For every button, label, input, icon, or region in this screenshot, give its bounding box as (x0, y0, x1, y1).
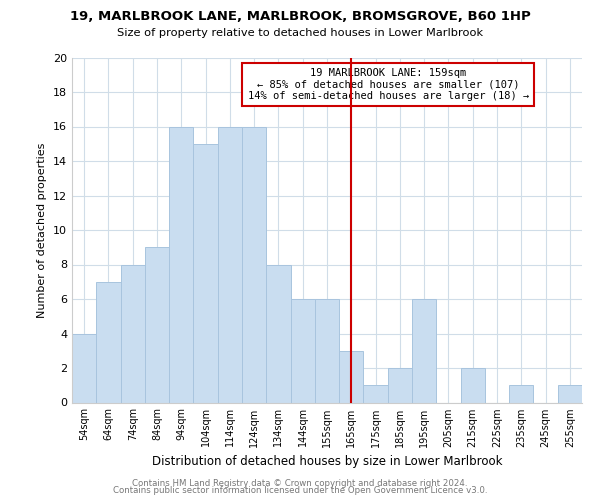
X-axis label: Distribution of detached houses by size in Lower Marlbrook: Distribution of detached houses by size … (152, 455, 502, 468)
Bar (72, 334, 96, 402)
Bar (315, 299, 339, 403)
Bar (193, 144, 218, 403)
Text: Contains public sector information licensed under the Open Government Licence v3: Contains public sector information licen… (113, 486, 487, 495)
Bar (169, 126, 193, 402)
Text: 19 MARLBROOK LANE: 159sqm
← 85% of detached houses are smaller (107)
14% of semi: 19 MARLBROOK LANE: 159sqm ← 85% of detac… (248, 68, 529, 101)
Bar (412, 299, 436, 403)
Y-axis label: Number of detached properties: Number of detached properties (37, 142, 47, 318)
Text: 19, MARLBROOK LANE, MARLBROOK, BROMSGROVE, B60 1HP: 19, MARLBROOK LANE, MARLBROOK, BROMSGROV… (70, 10, 530, 23)
Bar (96, 282, 121, 403)
Bar (290, 299, 315, 403)
Bar (121, 264, 145, 402)
Bar (558, 385, 582, 402)
Bar (388, 368, 412, 402)
Bar (145, 247, 169, 402)
Text: Contains HM Land Registry data © Crown copyright and database right 2024.: Contains HM Land Registry data © Crown c… (132, 478, 468, 488)
Bar (364, 385, 388, 402)
Bar (242, 126, 266, 402)
Bar (218, 126, 242, 402)
Bar (266, 264, 290, 402)
Bar (339, 351, 364, 403)
Bar (461, 368, 485, 402)
Bar (509, 385, 533, 402)
Text: Size of property relative to detached houses in Lower Marlbrook: Size of property relative to detached ho… (117, 28, 483, 38)
